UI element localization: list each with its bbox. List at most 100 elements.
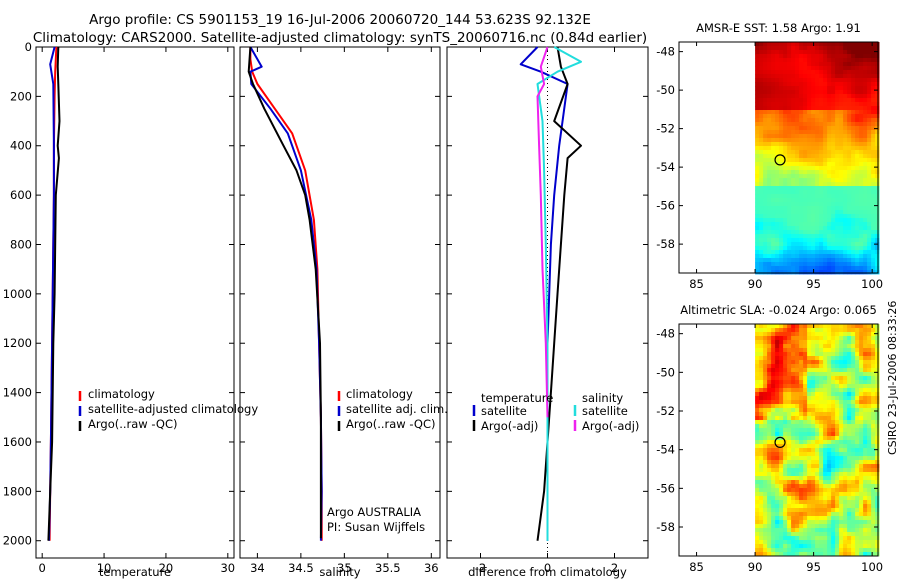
heat-cell: [815, 174, 820, 179]
heat-cell: [835, 484, 840, 489]
heat-cell: [763, 266, 768, 271]
heat-cell: [811, 226, 816, 231]
heat-cell: [823, 250, 828, 255]
heat-cell: [871, 388, 876, 393]
heat-cell: [863, 222, 868, 227]
heat-cell: [811, 266, 816, 271]
heat-cell: [771, 166, 776, 171]
heat-cell: [835, 66, 840, 71]
heat-cell: [779, 150, 784, 155]
heat-cell: [831, 388, 836, 393]
heat-cell: [851, 206, 856, 211]
heat-cell: [779, 74, 784, 79]
heat-cell: [799, 194, 804, 199]
heat-cell: [855, 324, 860, 329]
heat-cell: [871, 230, 876, 235]
heat-cell: [871, 384, 876, 389]
heat-cell: [847, 110, 852, 115]
heat-cell: [771, 222, 776, 227]
heat-cell: [875, 356, 880, 361]
heat-cell: [819, 380, 824, 385]
heat-cell: [787, 82, 792, 87]
heat-cell: [871, 222, 876, 227]
heat-cell: [827, 138, 832, 143]
heat-cell: [819, 94, 824, 99]
heat-cell: [755, 234, 760, 239]
heat-cell: [811, 246, 816, 251]
heat-cell: [871, 246, 876, 251]
heat-cell: [775, 102, 780, 107]
heat-cell: [779, 480, 784, 485]
heat-cell: [783, 360, 788, 365]
heat-cell: [867, 500, 872, 505]
heat-cell: [855, 416, 860, 421]
heat-cell: [783, 420, 788, 425]
heat-cell: [819, 468, 824, 473]
heat-cell: [755, 524, 760, 529]
heat-cell: [807, 226, 812, 231]
heat-cell: [815, 468, 820, 473]
heat-cell: [811, 198, 816, 203]
heat-cell: [815, 66, 820, 71]
heat-cell: [775, 214, 780, 219]
heat-cell: [803, 202, 808, 207]
heat-cell: [763, 118, 768, 123]
legend-entry: satellite-adjusted climatology: [88, 402, 258, 416]
heat-cell: [843, 540, 848, 545]
heat-cell: [827, 222, 832, 227]
heat-cell: [831, 496, 836, 501]
heat-cell: [835, 364, 840, 369]
heat-cell: [779, 154, 784, 159]
heat-cell: [787, 404, 792, 409]
heat-cell: [799, 336, 804, 341]
heat-cell: [871, 118, 876, 123]
heat-cell: [763, 508, 768, 513]
heat-cell: [871, 270, 876, 275]
heat-cell: [779, 250, 784, 255]
heat-cell: [775, 504, 780, 509]
heat-cell: [867, 484, 872, 489]
heat-cell: [847, 448, 852, 453]
heat-cell: [871, 206, 876, 211]
heat-cell: [871, 420, 876, 425]
heat-cell: [795, 396, 800, 401]
heat-cell: [835, 222, 840, 227]
heat-cell: [839, 344, 844, 349]
heat-cell: [787, 158, 792, 163]
heat-cell: [867, 520, 872, 525]
heat-cell: [863, 380, 868, 385]
heat-cell: [783, 404, 788, 409]
heat-cell: [815, 270, 820, 275]
heat-cell: [811, 484, 816, 489]
heat-cell: [871, 146, 876, 151]
heat-cell: [859, 368, 864, 373]
heat-cell: [779, 242, 784, 247]
heat-cell: [823, 356, 828, 361]
heat-cell: [843, 340, 848, 345]
heat-cell: [839, 424, 844, 429]
heat-cell: [831, 162, 836, 167]
heat-cell: [863, 476, 868, 481]
heat-cell: [819, 206, 824, 211]
heat-cell: [867, 396, 872, 401]
heat-cell: [843, 126, 848, 131]
heat-cell: [871, 436, 876, 441]
heat-cell: [827, 106, 832, 111]
heat-cell: [811, 222, 816, 227]
heat-cell: [827, 396, 832, 401]
heat-cell: [843, 380, 848, 385]
heat-cell: [859, 222, 864, 227]
heat-cell: [859, 504, 864, 509]
heat-cell: [823, 106, 828, 111]
heat-cell: [755, 42, 760, 47]
heat-cell: [791, 416, 796, 421]
heat-cell: [875, 106, 880, 111]
heat-cell: [803, 400, 808, 405]
heat-cell: [847, 190, 852, 195]
heat-cell: [779, 376, 784, 381]
heat-cell: [855, 492, 860, 497]
heat-cell: [759, 336, 764, 341]
heat-cell: [859, 552, 864, 557]
heat-cell: [819, 532, 824, 537]
heat-cell: [855, 544, 860, 549]
